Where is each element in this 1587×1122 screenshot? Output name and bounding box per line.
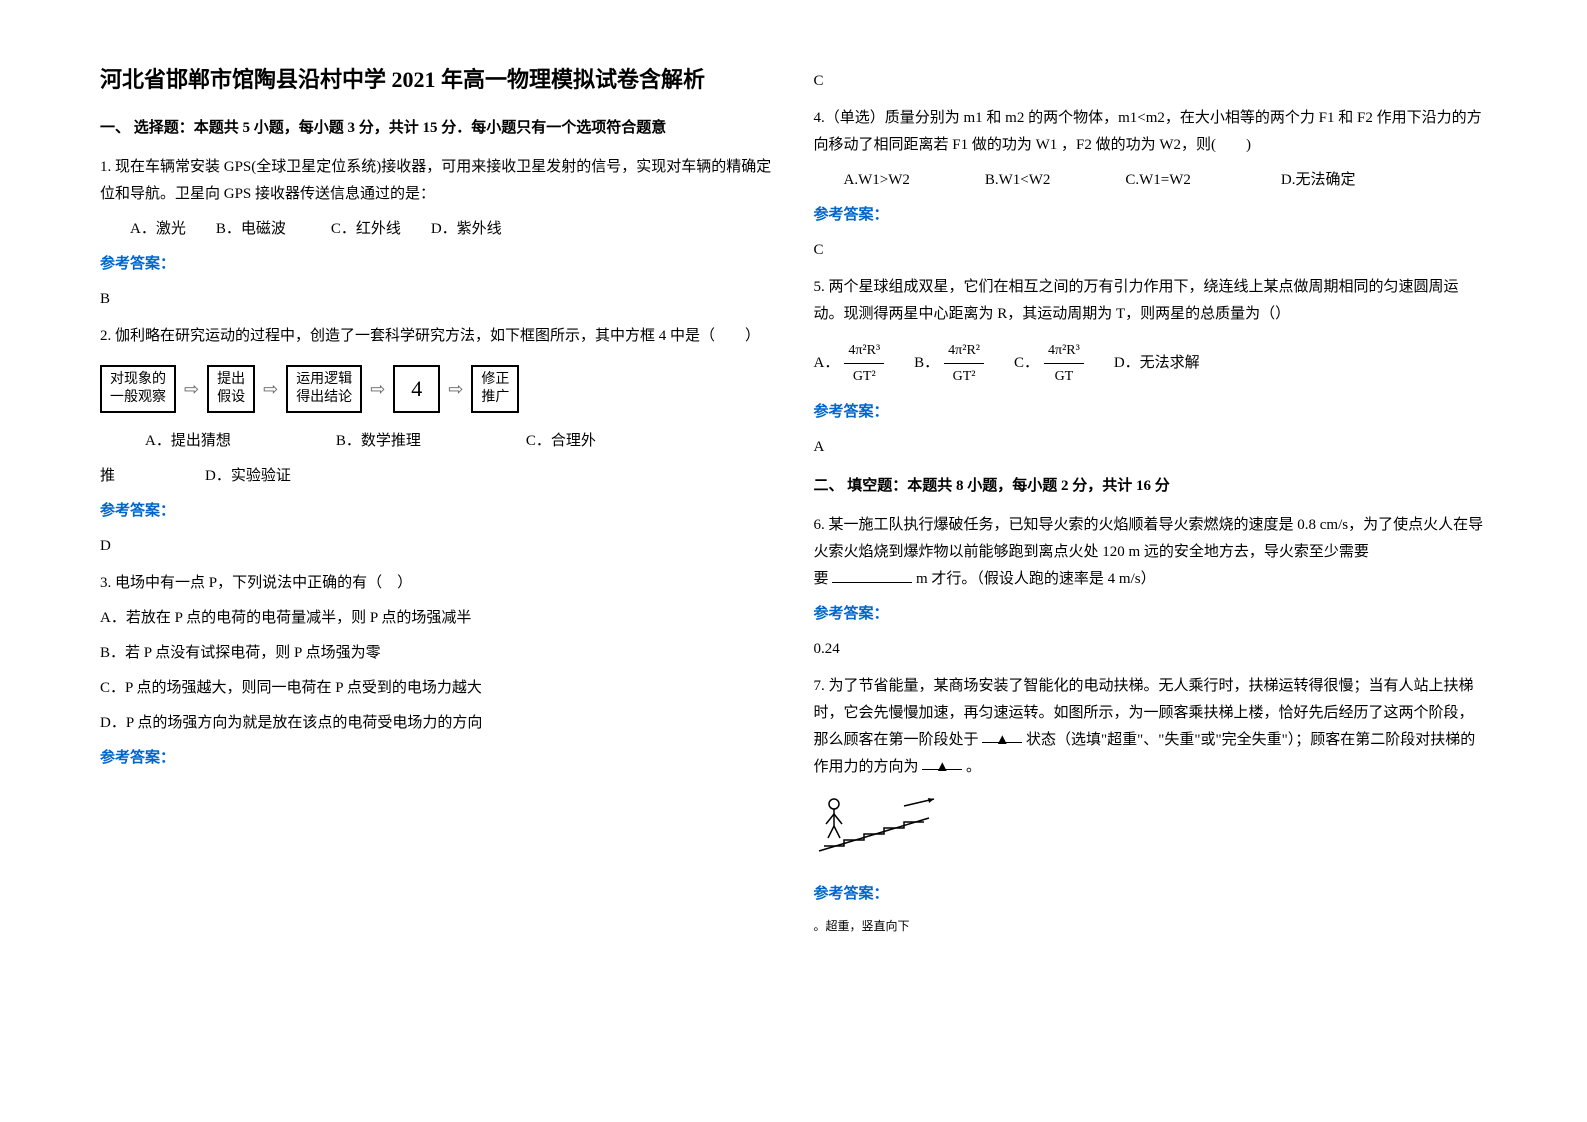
q5-optA: A． 4π²R³ GT² (814, 338, 885, 389)
arrow-icon: ⇨ (448, 373, 463, 405)
diagram-box-5: 修正 推广 (471, 365, 519, 413)
fraction-C: 4π²R³ GT (1044, 338, 1084, 389)
q3-answer-label: 参考答案： (100, 745, 774, 772)
q3-optA: A．若放在 P 点的电荷的电荷量减半，则 P 点的场强减半 (100, 605, 774, 632)
question-7: 7. 为了节省能量，某商场安装了智能化的电动扶梯。无人乘行时，扶梯运转得很慢；当… (814, 673, 1488, 938)
exam-title: 河北省邯郸市馆陶县沿村中学 2021 年高一物理模拟试卷含解析 (100, 60, 774, 100)
fraction-A: 4π²R³ GT² (844, 338, 884, 389)
question-3: 3. 电场中有一点 P，下列说法中正确的有（ ） A．若放在 P 点的电荷的电荷… (100, 570, 774, 772)
escalator-figure (814, 796, 954, 866)
q5-optB: B． 4π²R² GT² (914, 338, 984, 389)
question-5: 5. 两个星球组成双星，它们在相互之间的万有引力作用下，绕连线上某点做周期相同的… (814, 274, 1488, 461)
diagram-box-3: 运用逻辑 得出结论 (286, 365, 362, 413)
question-4: 4.（单选）质量分别为 m1 和 m2 的两个物体，m1<m2，在大小相等的两个… (814, 105, 1488, 264)
q2-answer-label: 参考答案： (100, 498, 774, 525)
arrow-icon: ⇨ (263, 373, 278, 405)
section1-header: 一、 选择题：本题共 5 小题，每小题 3 分，共计 15 分．每小题只有一个选… (100, 115, 774, 142)
q1-answer: B (100, 286, 774, 313)
q5-answer: A (814, 434, 1488, 461)
q7-answer: 。超重，竖直向下 (814, 916, 1488, 938)
q7-blank1: ▲ (982, 727, 1022, 743)
q2-answer: D (100, 533, 774, 560)
q4-text: 4.（单选）质量分别为 m1 和 m2 的两个物体，m1<m2，在大小相等的两个… (814, 105, 1488, 159)
q5-optC: C． 4π²R³ GT (1014, 338, 1084, 389)
q4-options: A.W1>W2 B.W1<W2 C.W1=W2 D.无法确定 (814, 167, 1488, 194)
q7-text3: 。 (966, 759, 981, 775)
q3-optB: B．若 P 点没有试探电荷，则 P 点场强为零 (100, 640, 774, 667)
q5-answer-label: 参考答案： (814, 399, 1488, 426)
arrow-icon: ⇨ (370, 373, 385, 405)
q5-text: 5. 两个星球组成双星，它们在相互之间的万有引力作用下，绕连线上某点做周期相同的… (814, 274, 1488, 328)
q4-answer-label: 参考答案： (814, 202, 1488, 229)
q6-blank (832, 567, 912, 583)
q3-answer: C (814, 68, 1488, 95)
q2-options-2: 推 D．实验验证 (100, 463, 774, 490)
q6-answer-label: 参考答案： (814, 601, 1488, 628)
q6-text-pre: 要 (814, 571, 829, 587)
q1-options: A．激光 B．电磁波 C．红外线 D．紫外线 (100, 216, 774, 243)
q5-formula-options: A． 4π²R³ GT² B． 4π²R² GT² C． 4π²R³ GT (814, 338, 1488, 389)
fraction-B: 4π²R² GT² (944, 338, 984, 389)
arrow-icon: ⇨ (184, 373, 199, 405)
q6-answer: 0.24 (814, 636, 1488, 663)
question-6: 6. 某一施工队执行爆破任务，已知导火索的火焰顺着导火索燃烧的速度是 0.8 c… (814, 512, 1488, 663)
q1-answer-label: 参考答案： (100, 251, 774, 278)
q6-text2: m 才行。（假设人跑的速率是 4 m/s） (916, 571, 1156, 587)
q7-answer-label: 参考答案： (814, 881, 1488, 908)
q2-options-1: A．提出猜想 B．数学推理 C．合理外 (100, 428, 774, 455)
diagram-box-4: 4 (393, 365, 440, 414)
question-2: 2. 伽利略在研究运动的过程中，创造了一套科学研究方法，如下框图所示，其中方框 … (100, 323, 774, 561)
q3-optD: D．P 点的场强方向为就是放在该点的电荷受电场力的方向 (100, 710, 774, 737)
q6-text: 6. 某一施工队执行爆破任务，已知导火索的火焰顺着导火索燃烧的速度是 0.8 c… (814, 517, 1484, 560)
q1-text: 1. 现在车辆常安装 GPS(全球卫星定位系统)接收器，可用来接收卫星发射的信号… (100, 154, 774, 208)
q2-diagram: 对现象的 一般观察 ⇨ 提出 假设 ⇨ 运用逻辑 得出结论 ⇨ 4 ⇨ 修正 推… (100, 365, 774, 414)
diagram-box-2: 提出 假设 (207, 365, 255, 413)
q5-optD: D．无法求解 (1114, 350, 1200, 377)
q2-text: 2. 伽利略在研究运动的过程中，创造了一套科学研究方法，如下框图所示，其中方框 … (100, 323, 774, 350)
diagram-box-1: 对现象的 一般观察 (100, 365, 176, 413)
right-column: C 4.（单选）质量分别为 m1 和 m2 的两个物体，m1<m2，在大小相等的… (794, 60, 1508, 1062)
question-1: 1. 现在车辆常安装 GPS(全球卫星定位系统)接收器，可用来接收卫星发射的信号… (100, 154, 774, 313)
q7-blank2: ▲ (922, 754, 962, 770)
q3-optC: C．P 点的场强越大，则同一电荷在 P 点受到的电场力越大 (100, 675, 774, 702)
q3-text: 3. 电场中有一点 P，下列说法中正确的有（ ） (100, 570, 774, 597)
section2-header: 二、 填空题：本题共 8 小题，每小题 2 分，共计 16 分 (814, 473, 1488, 500)
left-column: 河北省邯郸市馆陶县沿村中学 2021 年高一物理模拟试卷含解析 一、 选择题：本… (80, 60, 794, 1062)
q4-answer: C (814, 237, 1488, 264)
